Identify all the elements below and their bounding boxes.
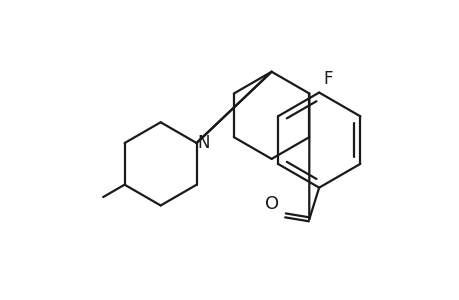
Text: O: O <box>265 195 279 213</box>
Text: N: N <box>197 134 210 152</box>
Text: F: F <box>322 70 332 88</box>
